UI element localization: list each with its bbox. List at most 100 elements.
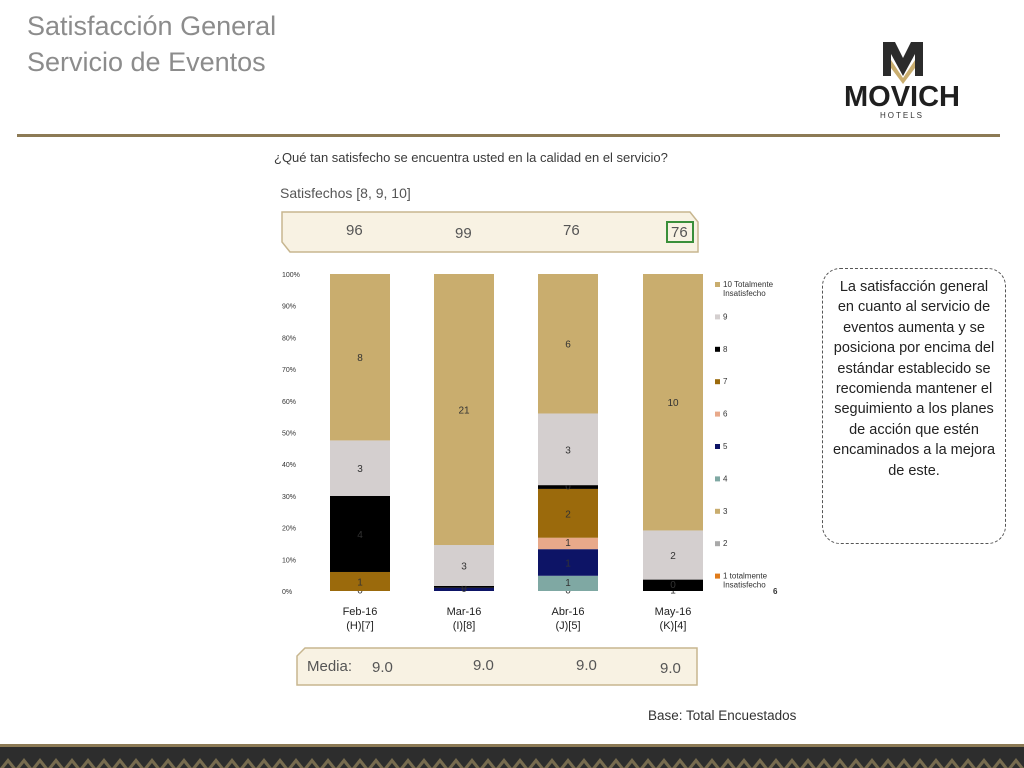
data-label: 8 — [357, 353, 363, 364]
bar-segment — [434, 545, 494, 586]
y-tick-label: 50% — [282, 431, 296, 438]
x-tick-sublabel: (K)[4] — [660, 620, 687, 632]
data-label: 21 — [458, 406, 470, 417]
bar-segment — [643, 530, 703, 580]
legend-label-line2: Insatisfecho — [723, 581, 766, 590]
legend-swatch — [715, 476, 720, 482]
legend-swatch — [715, 508, 720, 514]
bar-segment — [538, 549, 598, 576]
bar-segment — [330, 274, 390, 441]
survey-question: ¿Qué tan satisfecho se encuentra usted e… — [274, 150, 668, 165]
legend-label: 10 Totalmente — [723, 280, 774, 289]
data-label: 1 — [565, 558, 571, 569]
data-label: 10 — [667, 398, 679, 409]
legend-swatch — [715, 282, 720, 287]
media-value-abr: 9.0 — [576, 657, 597, 674]
satisfechos-value-mar: 99 — [455, 225, 472, 242]
satisfechos-value-abr: 76 — [563, 222, 580, 239]
data-label: 0 — [565, 482, 571, 493]
bar-segment — [643, 274, 703, 531]
bar-segment — [330, 440, 390, 496]
bar-segment — [643, 579, 703, 591]
satisfechos-label: Satisfechos [8, 9, 10] — [280, 185, 411, 201]
y-tick-label: 80% — [282, 335, 296, 342]
satisfechos-value-feb: 96 — [346, 222, 363, 239]
y-tick-label: 70% — [282, 367, 296, 374]
bar-segment — [538, 485, 598, 489]
data-label: 2 — [670, 551, 676, 562]
legend-label: 4 — [723, 474, 728, 483]
satisfechos-banner — [281, 211, 699, 253]
movich-logo: MOVICH HOTELS — [844, 42, 960, 120]
y-tick-label: 0% — [282, 589, 292, 596]
title-line-2: Servicio de Eventos — [27, 47, 266, 77]
x-tick-label: May-16 — [655, 606, 692, 618]
bar-feb-16: 01438 — [330, 274, 390, 597]
base-note: Base: Total Encuestados — [648, 708, 797, 723]
bar-segment — [538, 274, 598, 414]
legend-label: 1 totalmente — [723, 572, 768, 581]
x-tick-label: Abr-16 — [551, 606, 584, 618]
legend-label: 3 — [723, 507, 728, 516]
insight-callout: La satisfacción general en cuanto al ser… — [822, 268, 1006, 544]
bar-segment — [434, 585, 494, 588]
page-title: Satisfacción General Servicio de Eventos — [27, 8, 276, 80]
legend-label: 8 — [723, 345, 728, 354]
data-label: 1 — [357, 577, 363, 588]
y-tick-label: 90% — [282, 304, 296, 311]
data-label: 0 — [461, 584, 467, 595]
title-line-1: Satisfacción General — [27, 11, 277, 41]
bar-segment — [538, 488, 598, 538]
header-divider — [17, 134, 1000, 137]
data-label: 6 — [565, 340, 571, 351]
data-label: 3 — [565, 445, 571, 456]
y-tick-label: 40% — [282, 462, 296, 469]
data-label: 2 — [565, 509, 571, 520]
legend-label: 2 — [723, 539, 728, 548]
bar-segment — [330, 571, 390, 591]
y-axis: 0% 10% 20% 30% 40% 50% 60% 70% 80% 90% 100% — [282, 272, 300, 596]
x-tick-label: Feb-16 — [343, 606, 378, 618]
logo-subtext: HOTELS — [880, 111, 924, 120]
legend-swatch — [715, 314, 720, 320]
data-label: 0 — [461, 581, 467, 592]
bar-segment — [330, 495, 390, 572]
satisfechos-value-may: 76 — [671, 224, 688, 241]
x-tick-sublabel: (J)[5] — [555, 620, 580, 632]
bar-segment — [538, 413, 598, 486]
x-tick-sublabel: (I)[8] — [453, 620, 476, 632]
media-banner — [296, 647, 698, 686]
legend-label: 9 — [723, 312, 728, 321]
media-label: Media: — [307, 658, 353, 675]
y-tick-label: 20% — [282, 526, 296, 533]
data-label: 3 — [357, 464, 363, 475]
legend-swatch — [715, 379, 720, 385]
y-tick-label: 60% — [282, 399, 296, 406]
legend-label: 5 — [723, 442, 728, 451]
data-label: 1 — [565, 538, 571, 549]
bar-segment — [538, 537, 598, 550]
legend-extra-mark: 6 — [773, 587, 778, 596]
data-label: 4 — [357, 530, 363, 541]
data-label: 3 — [461, 561, 467, 572]
media-value-feb: 9.0 — [372, 659, 393, 676]
data-label: 1 — [565, 578, 571, 589]
bar-segment — [434, 274, 494, 546]
bar-segment — [434, 587, 494, 591]
y-tick-label: 100% — [282, 272, 300, 279]
footer-pattern — [0, 744, 1024, 768]
legend-swatch — [715, 573, 720, 579]
bars: 01438003210111203610210 — [330, 274, 703, 597]
bar-abr-16: 01112036 — [538, 274, 598, 597]
x-axis-labels: Feb-16 (H)[7] Mar-16 (I)[8] Abr-16 (J)[5] May-… — [343, 606, 692, 632]
legend-swatch — [715, 346, 720, 352]
logo-mark — [883, 42, 923, 84]
logo-wordmark: MOVICH — [844, 81, 960, 113]
highlight-box — [666, 221, 694, 243]
legend-label-line2: Insatisfecho — [723, 289, 766, 298]
y-tick-label: 10% — [282, 557, 296, 564]
legend-swatch — [715, 411, 720, 417]
